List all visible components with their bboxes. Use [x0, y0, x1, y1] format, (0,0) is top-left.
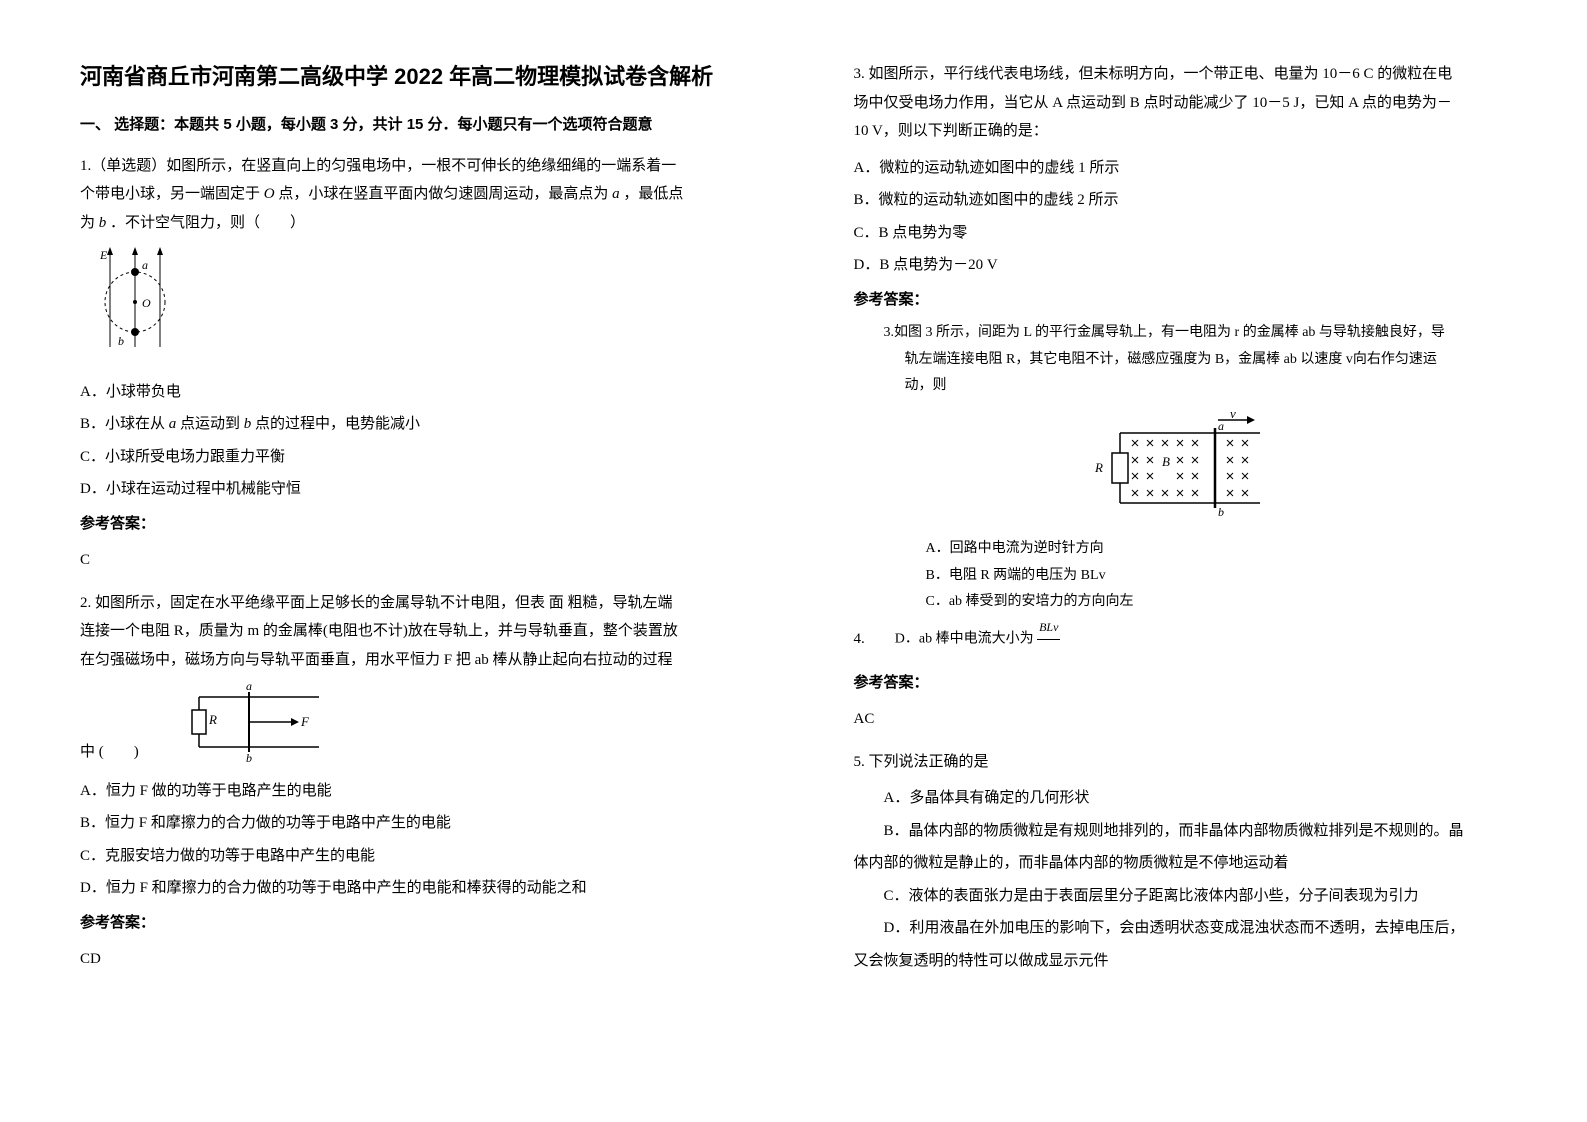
- q4-option-c: C．ab 棒受到的安培力的方向向左: [926, 589, 1508, 616]
- svg-text:R: R: [208, 712, 217, 727]
- q2-stem-line1: 2. 如图所示，固定在水平绝缘平面上足够长的金属导轨不计电阻，但表 面 粗糙，导…: [80, 589, 734, 618]
- svg-text:R: R: [1094, 460, 1103, 475]
- svg-text:E: E: [100, 248, 108, 262]
- q1-option-c: C．小球所受电场力跟重力平衡: [80, 443, 734, 472]
- q4-sub-stem: 3.如图 3 所示，间距为 L 的平行金属导轨上，有一电阻为 r 的金属棒 ab…: [884, 320, 1508, 400]
- q1-option-d: D．小球在运动过程中机械能守恒: [80, 475, 734, 504]
- svg-text:a: a: [1218, 419, 1224, 433]
- q3-option-d: D．B 点电势为－20 V: [854, 251, 1508, 280]
- q2-diagram: R F a b: [179, 682, 329, 773]
- q2-stem-line2: 连接一个电阻 R，质量为 m 的金属棒(电阻也不计)放在导轨上，并与导轨垂直，整…: [80, 617, 734, 646]
- q3-stem-line2: 场中仅受电场力作用，当它从 A 点运动到 B 点时动能减少了 10－5 J，已知…: [854, 89, 1508, 118]
- left-column: 河南省商丘市河南第二高级中学 2022 年高二物理模拟试卷含解析 一、 选择题：…: [0, 0, 794, 1122]
- svg-text:O: O: [142, 296, 151, 310]
- q2-option-b: B．恒力 F 和摩擦力的合力做的功等于电路中产生的电能: [80, 809, 734, 838]
- q2-option-c: C．克服安培力做的功等于电路中产生的电能: [80, 842, 734, 871]
- q3-stem-line1: 3. 如图所示，平行线代表电场线，但未标明方向，一个带正电、电量为 10－6 C…: [854, 60, 1508, 89]
- q1-option-a: A．小球带负电: [80, 378, 734, 407]
- q5-option-b: B．晶体内部的物质微粒是有规则地排列的，而非晶体内部物质微粒排列是不规则的。晶 …: [854, 817, 1508, 878]
- question-1: 1.（单选题）如图所示，在竖直向上的匀强电场中，一根不可伸长的绝缘细绳的一端系着…: [80, 152, 734, 238]
- q4-last-row: 4. D．ab 棒中电流大小为 BLv r: [854, 616, 1508, 663]
- q1-answer-label: 参考答案：: [80, 510, 734, 539]
- q3-option-b: B．微粒的运动轨迹如图中的虚线 2 所示: [854, 186, 1508, 215]
- svg-text:v: v: [1230, 408, 1236, 421]
- q1-stem-line2: 个带电小球，另一端固定于 O 点，小球在竖直平面内做匀速圆周运动，最高点为 a …: [80, 180, 734, 209]
- q4-fraction: BLv r: [1037, 616, 1060, 663]
- question-3: 3. 如图所示，平行线代表电场线，但未标明方向，一个带正电、电量为 10－6 C…: [854, 60, 1508, 146]
- q5-option-d: D．利用液晶在外加电压的影响下，会由透明状态变成混浊状态而不透明，去掉电压后， …: [854, 914, 1508, 975]
- q1-answer: C: [80, 546, 734, 575]
- q3-answer-label: 参考答案：: [854, 286, 1508, 315]
- q3-option-a: A．微粒的运动轨迹如图中的虚线 1 所示: [854, 154, 1508, 183]
- q4-option-b: B．电阻 R 两端的电压为 BLv: [926, 563, 1508, 590]
- svg-text:F: F: [300, 714, 310, 729]
- q4-option-d: D．ab 棒中电流大小为 BLv r: [895, 616, 1061, 663]
- svg-text:a: a: [246, 682, 252, 693]
- svg-text:B: B: [1162, 454, 1170, 469]
- q4-number: 4.: [854, 625, 865, 654]
- q2-option-d: D．恒力 F 和摩擦力的合力做的功等于电路中产生的电能和棒获得的动能之和: [80, 874, 734, 903]
- q2-stem-diagram-row: 中 ( ) R F a b: [80, 682, 734, 773]
- q1-option-b: B．小球在从 a 点运动到 b 点的过程中，电势能减小: [80, 410, 734, 439]
- svg-text:b: b: [118, 334, 124, 348]
- q2-answer-label: 参考答案：: [80, 909, 734, 938]
- svg-text:b: b: [246, 751, 252, 762]
- q1-stem-line3: 为 b ．不计空气阻力，则（ ）: [80, 209, 734, 238]
- q3-option-c: C．B 点电势为零: [854, 219, 1508, 248]
- q4-sub-line3: 动，则: [905, 373, 1508, 400]
- q1-diagram: E a O b: [100, 247, 734, 368]
- svg-text:b: b: [1218, 505, 1224, 518]
- question-2: 2. 如图所示，固定在水平绝缘平面上足够长的金属导轨不计电阻，但表 面 粗糙，导…: [80, 589, 734, 675]
- q4-diagram: R B v a b: [854, 408, 1508, 529]
- q2-option-a: A．恒力 F 做的功等于电路产生的电能: [80, 777, 734, 806]
- svg-text:a: a: [142, 258, 148, 272]
- q2-stem-line3: 在匀强磁场中，磁场方向与导轨平面垂直，用水平恒力 F 把 ab 棒从静止起向右拉…: [80, 646, 734, 675]
- q4-answer: AC: [854, 705, 1508, 734]
- q5-option-a: A．多晶体具有确定的几何形状: [854, 784, 1508, 813]
- q1-stem-line1: 1.（单选题）如图所示，在竖直向上的匀强电场中，一根不可伸长的绝缘细绳的一端系着…: [80, 152, 734, 181]
- q4-option-a: A．回路中电流为逆时针方向: [926, 536, 1508, 563]
- q2-answer: CD: [80, 945, 734, 974]
- q4-answer-label: 参考答案：: [854, 669, 1508, 698]
- section-1-header: 一、 选择题：本题共 5 小题，每小题 3 分，共计 15 分．每小题只有一个选…: [80, 111, 734, 140]
- document-title: 河南省商丘市河南第二高级中学 2022 年高二物理模拟试卷含解析: [80, 60, 734, 93]
- q4-sub-line2: 轨左端连接电阻 R，其它电阻不计，磁感应强度为 B，金属棒 ab 以速度 v向右…: [905, 347, 1508, 374]
- q3-stem-line3: 10 V，则以下判断正确的是：: [854, 117, 1508, 146]
- q5-option-c: C．液体的表面张力是由于表面层里分子距离比液体内部小些，分子间表现为引力: [854, 882, 1508, 911]
- right-column: 3. 如图所示，平行线代表电场线，但未标明方向，一个带正电、电量为 10－6 C…: [794, 0, 1587, 1122]
- q4-sub-line1: 3.如图 3 所示，间距为 L 的平行金属导轨上，有一电阻为 r 的金属棒 ab…: [884, 320, 1508, 347]
- question-5: 5. 下列说法正确的是: [854, 748, 1508, 777]
- q4-options: A．回路中电流为逆时针方向 B．电阻 R 两端的电压为 BLv C．ab 棒受到…: [884, 536, 1508, 616]
- q2-stem-line4: 中 ( ): [80, 738, 139, 773]
